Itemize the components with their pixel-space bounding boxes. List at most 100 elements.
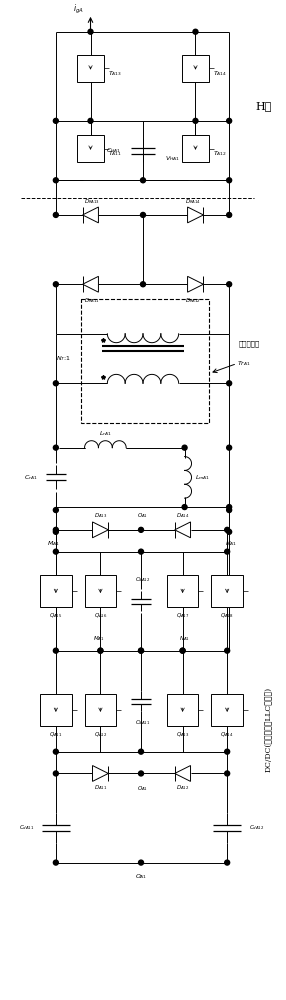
- Bar: [77, 135, 104, 162]
- Polygon shape: [83, 276, 98, 292]
- Bar: [81, 299, 209, 423]
- Text: $D_{RA13}$: $D_{RA13}$: [84, 197, 101, 206]
- Circle shape: [53, 381, 58, 386]
- Polygon shape: [175, 766, 190, 781]
- Text: $Q_{A15}$: $Q_{A15}$: [49, 612, 63, 620]
- Text: $C_{rA1}$: $C_{rA1}$: [25, 473, 38, 482]
- Circle shape: [140, 178, 146, 183]
- Circle shape: [138, 749, 144, 754]
- Circle shape: [88, 118, 93, 123]
- Circle shape: [98, 648, 103, 653]
- Text: $C_{dA12}$: $C_{dA12}$: [249, 823, 264, 832]
- Circle shape: [138, 648, 144, 653]
- Text: $D_{A12}$: $D_{A12}$: [176, 783, 189, 792]
- Text: $C_{SA11}$: $C_{SA11}$: [135, 719, 151, 727]
- Text: $O_{A1}$: $O_{A1}$: [138, 784, 148, 793]
- Text: $Q_{A18}$: $Q_{A18}$: [221, 612, 234, 620]
- Text: $C_{dA11}$: $C_{dA11}$: [19, 823, 34, 832]
- Circle shape: [53, 529, 58, 534]
- Text: $Q_{A13}$: $Q_{A13}$: [176, 730, 189, 739]
- Circle shape: [138, 860, 144, 865]
- Circle shape: [138, 527, 144, 532]
- Circle shape: [225, 648, 230, 653]
- Circle shape: [227, 118, 232, 123]
- Text: $D_{A14}$: $D_{A14}$: [176, 512, 189, 520]
- Circle shape: [53, 282, 58, 287]
- Bar: [40, 575, 72, 607]
- Circle shape: [180, 648, 185, 653]
- Circle shape: [227, 212, 232, 217]
- Circle shape: [225, 771, 230, 776]
- Bar: [85, 694, 116, 726]
- Text: $T_{A12}$: $T_{A12}$: [213, 149, 227, 158]
- Circle shape: [138, 771, 144, 776]
- Text: $Q_{A14}$: $Q_{A14}$: [220, 730, 234, 739]
- Circle shape: [225, 549, 230, 554]
- Circle shape: [140, 282, 146, 287]
- Text: $Q_{A16}$: $Q_{A16}$: [94, 612, 107, 620]
- Circle shape: [227, 282, 232, 287]
- Circle shape: [53, 771, 58, 776]
- Text: $O_{A1}$: $O_{A1}$: [138, 512, 148, 520]
- Polygon shape: [92, 522, 108, 538]
- Text: $O_{A1}$: $O_{A1}$: [135, 872, 147, 881]
- Circle shape: [225, 860, 230, 865]
- Text: $C_{SA12}$: $C_{SA12}$: [135, 575, 151, 584]
- Text: $D_{RA12}$: $D_{RA12}$: [185, 296, 202, 305]
- Text: $Q_{A17}$: $Q_{A17}$: [176, 612, 189, 620]
- Circle shape: [227, 508, 232, 513]
- Circle shape: [53, 860, 58, 865]
- Circle shape: [53, 508, 58, 513]
- Circle shape: [53, 549, 58, 554]
- Text: $M_{A1}$: $M_{A1}$: [93, 634, 104, 643]
- Text: $V_{HA1}$: $V_{HA1}$: [165, 154, 180, 163]
- Circle shape: [53, 749, 58, 754]
- Circle shape: [227, 381, 232, 386]
- Circle shape: [225, 527, 230, 532]
- Text: $L_{mA1}$: $L_{mA1}$: [195, 473, 210, 482]
- Text: $T_{A11}$: $T_{A11}$: [108, 149, 122, 158]
- Text: $Q_{A12}$: $Q_{A12}$: [94, 730, 107, 739]
- Text: $M_{A1}$: $M_{A1}$: [47, 539, 60, 548]
- Circle shape: [225, 749, 230, 754]
- Circle shape: [140, 212, 146, 217]
- Polygon shape: [188, 276, 203, 292]
- Circle shape: [53, 648, 58, 653]
- Circle shape: [227, 445, 232, 450]
- Text: $i_{gA}$: $i_{gA}$: [73, 3, 84, 16]
- Circle shape: [193, 118, 198, 123]
- Text: $N_T$:1: $N_T$:1: [56, 354, 71, 363]
- Text: H桥: H桥: [256, 101, 272, 111]
- Bar: [182, 55, 209, 82]
- Circle shape: [227, 178, 232, 183]
- Bar: [77, 55, 104, 82]
- Circle shape: [98, 648, 103, 653]
- Polygon shape: [83, 207, 98, 223]
- Bar: [211, 575, 243, 607]
- Circle shape: [138, 648, 144, 653]
- Text: $N_{A1}$: $N_{A1}$: [225, 539, 237, 548]
- Text: $N_{A1}$: $N_{A1}$: [179, 634, 190, 643]
- Bar: [40, 694, 72, 726]
- Text: $D_{A11}$: $D_{A11}$: [94, 783, 107, 792]
- Circle shape: [227, 529, 232, 534]
- Circle shape: [53, 527, 58, 532]
- Circle shape: [138, 549, 144, 554]
- Text: DC/DC(全桥三电平LLC变换器): DC/DC(全桥三电平LLC变换器): [265, 687, 273, 772]
- Bar: [167, 694, 198, 726]
- Circle shape: [53, 445, 58, 450]
- Text: $D_{RA11}$: $D_{RA11}$: [84, 296, 101, 305]
- Text: $T_{A13}$: $T_{A13}$: [108, 69, 122, 78]
- Bar: [167, 575, 198, 607]
- Text: $T_{A14}$: $T_{A14}$: [213, 69, 227, 78]
- Text: $Q_{A11}$: $Q_{A11}$: [49, 730, 63, 739]
- Text: 高频变压器: 高频变压器: [238, 340, 260, 347]
- Bar: [85, 575, 116, 607]
- Polygon shape: [92, 766, 108, 781]
- Text: $Tr_{A1}$: $Tr_{A1}$: [237, 359, 251, 368]
- Text: $C_{HA1}$: $C_{HA1}$: [106, 146, 121, 155]
- Text: $D_{RA14}$: $D_{RA14}$: [185, 197, 202, 206]
- Circle shape: [53, 212, 58, 217]
- Polygon shape: [175, 522, 190, 538]
- Polygon shape: [188, 207, 203, 223]
